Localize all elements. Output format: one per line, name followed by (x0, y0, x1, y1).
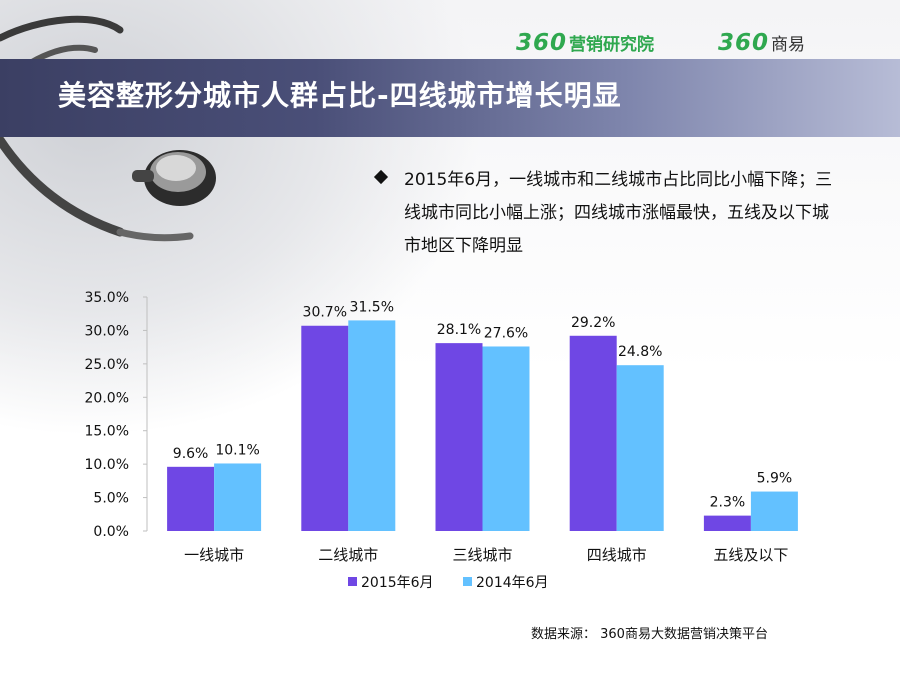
data-label: 31.5% (350, 299, 394, 315)
logo-360-marketing-institute: 360 营销研究院 (516, 30, 655, 56)
data-label: 10.1% (215, 442, 259, 458)
y-tick-label: 25.0% (85, 357, 129, 373)
logo-360-shangyi: 360 商易 (718, 30, 806, 56)
y-tick-label: 30.0% (85, 323, 129, 339)
y-tick-label: 5.0% (93, 491, 129, 507)
bar (167, 466, 215, 531)
data-label: 24.8% (618, 344, 662, 360)
y-tick-label: 0.0% (93, 524, 129, 540)
data-label: 30.7% (303, 305, 347, 321)
y-tick-label: 15.0% (85, 424, 129, 440)
bar (214, 463, 262, 531)
bar (750, 491, 798, 531)
bar (348, 320, 396, 531)
bar (569, 335, 617, 531)
x-tick-label: 三线城市 (452, 546, 512, 564)
data-label: 2.3% (710, 495, 746, 511)
data-label: 5.9% (757, 471, 793, 487)
summary-text: 2015年6月，一线城市和二线城市占比同比小幅下降；三线城市同比小幅上涨；四线城… (404, 170, 833, 256)
bar (301, 325, 349, 531)
title-band (0, 59, 900, 137)
stethoscope-image (0, 15, 216, 242)
data-label: 27.6% (484, 325, 528, 341)
bar (482, 346, 530, 531)
x-tick-label: 四线城市 (587, 546, 647, 564)
legend-label: 2014年6月 (476, 575, 549, 591)
legend-swatch (463, 577, 472, 586)
legend-swatch (348, 577, 357, 586)
bar (703, 515, 751, 531)
bar (435, 343, 483, 531)
y-tick-label: 10.0% (85, 457, 129, 473)
legend-label: 2015年6月 (361, 575, 434, 591)
y-tick-label: 20.0% (85, 390, 129, 406)
x-tick-label: 二线城市 (318, 546, 378, 564)
x-tick-label: 一线城市 (184, 546, 244, 564)
data-label: 28.1% (437, 322, 481, 338)
y-tick-label: 35.0% (85, 290, 129, 306)
data-source: 数据来源： 360商易大数据营销决策平台 (531, 627, 768, 642)
bar (616, 365, 664, 531)
x-tick-label: 五线及以下 (713, 546, 788, 564)
data-label: 9.6% (173, 446, 209, 462)
page-title: 美容整形分城市人群占比-四线城市增长明显 (58, 79, 622, 112)
data-label: 29.2% (571, 315, 615, 331)
